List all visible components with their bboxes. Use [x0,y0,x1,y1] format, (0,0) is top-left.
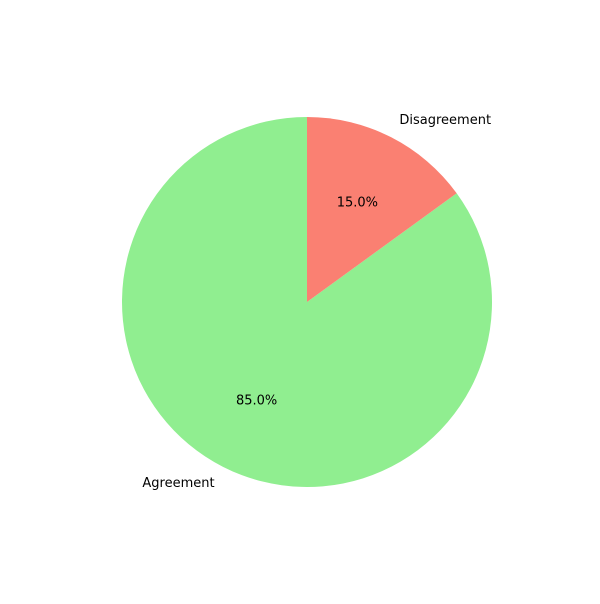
pie-pct-label-agreement: 85.0% [236,393,277,408]
pie-pct-label-disagreement: 15.0% [337,196,378,211]
pie-slice-agreement [122,117,493,487]
pie-category-label-agreement: Agreement [142,476,214,491]
pie-slice-disagreement [307,117,457,302]
pie-category-label-disagreement: Disagreement [399,113,491,128]
